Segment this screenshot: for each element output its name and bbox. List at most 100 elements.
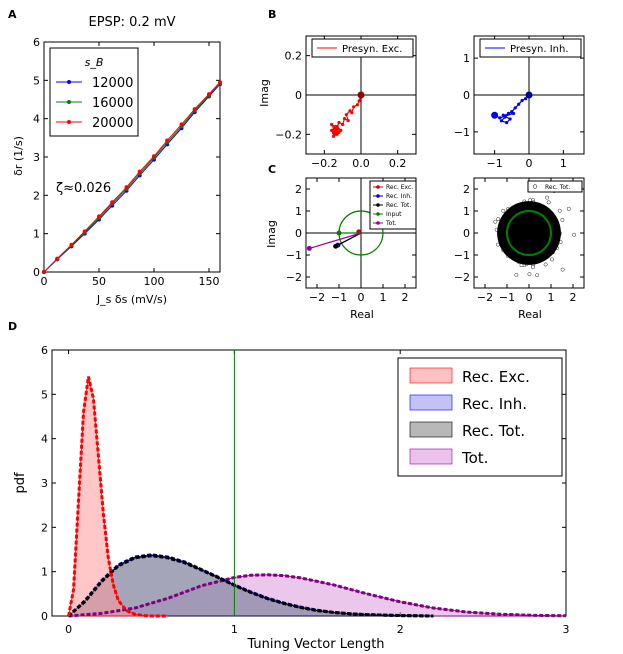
panel-b-inh-xtick-label: −1	[487, 157, 503, 170]
panel-label-d: D	[8, 320, 17, 333]
panel-a-legend-marker	[67, 100, 71, 104]
panel-b-exc-legend-label: Presyn. Exc.	[342, 44, 402, 55]
panel-c-right-cloud-point	[514, 272, 519, 277]
panel-d-xtick-label: 2	[397, 623, 404, 636]
panel-a-ytick-label: 0	[33, 266, 40, 279]
panel-c-left-vector-tip-4	[306, 245, 312, 251]
panel-c-right-ytick-label: −2	[454, 271, 470, 284]
panel-c-right-cloud-point	[566, 206, 571, 211]
panel-c-right-xtick-label: 0	[526, 291, 533, 304]
panel-a-legend-title: s_B	[85, 56, 104, 69]
panel-b-exc-trace-point	[330, 122, 334, 127]
panel-d-xtick-label: 1	[231, 623, 238, 636]
panel-a-point-20000	[82, 229, 87, 234]
panel-b-exc-xtick-label: 0.0	[352, 157, 370, 170]
panel-d-fit-curve-3	[68, 573, 567, 618]
panel-b-exc-trace-point	[342, 117, 347, 121]
panel-a-series-line-16000	[43, 83, 221, 273]
panel-c-left-vector-tip-3	[336, 230, 342, 236]
panel-c-left-xlabel: Real	[350, 308, 374, 321]
panel-d-legend-swatch	[409, 448, 453, 465]
panel-a-point-20000	[97, 214, 101, 219]
panel-c-right-cloud-point	[545, 195, 550, 200]
panel-b-exc-trace-point	[341, 122, 345, 127]
panel-a-legend-label: 12000	[92, 76, 133, 91]
panel-d-ytick-label: 5	[41, 388, 48, 401]
panel-b-inh-trace-point	[520, 98, 524, 103]
panel-c-left-xtick-label: −1	[331, 291, 347, 304]
panel-c-left-ytick-label: 0	[295, 227, 302, 240]
panel-a-annotation: ζ≈0.026	[56, 181, 111, 196]
panel-a-xtick-label: 150	[199, 275, 220, 288]
panel-b-inh-ytick-label: −1	[454, 126, 470, 139]
panel-d-ytick-label: 2	[41, 521, 48, 534]
panel-label-c: C	[268, 163, 276, 176]
panel-d-fit-curve-0	[67, 376, 169, 618]
panel-b-inh-legend-box	[479, 38, 582, 58]
panel-b-inh-trace-point	[513, 106, 517, 110]
panel-c-right-ytick-label: 1	[463, 205, 470, 218]
panel-c-right-xtick-label: 2	[570, 291, 577, 304]
panel-a-series-line-12000	[43, 83, 221, 273]
panel-b-exc-trace-point	[344, 113, 348, 117]
panel-d-legend-swatch	[409, 367, 453, 384]
panel-c-vectors-chart: Imag Real −2 −1 0 1 2 2 1 0 −1 −2 Rec. Exc. Rec. In…	[265, 177, 417, 321]
panel-a-ylabel: δr (1/s)	[12, 136, 25, 176]
panel-c-right-xtick-label: −2	[477, 291, 493, 304]
panel-c-left-vector-tip-2	[333, 243, 339, 249]
panel-c-left-legend-label: Input	[386, 211, 402, 218]
panel-c-right-cloud-point	[535, 273, 540, 278]
panel-b-exc-trace-point	[355, 103, 359, 107]
panel-d-ylabel: pdf	[13, 472, 28, 494]
panel-c-left-xtick-label: 1	[380, 291, 387, 304]
panel-b-inh-trace-point	[499, 119, 504, 123]
panel-a-legend-label: 20000	[92, 116, 133, 131]
panel-a-xtick-label: 100	[144, 275, 165, 288]
panel-b-exc-origin-marker	[357, 91, 365, 99]
panel-b-exc-ytick-label: −0.2	[275, 128, 302, 141]
panel-c-left-legend-marker	[376, 221, 380, 225]
panel-d-xlabel: Tuning Vector Length	[246, 637, 384, 652]
panel-c-right-ytick-label: 0	[463, 227, 470, 240]
panel-b-inh-trace-point	[501, 113, 505, 117]
panel-c-right-legend-box	[527, 180, 583, 193]
panel-b-inh-trace-point	[498, 116, 502, 120]
panel-label-b: B	[268, 8, 276, 21]
panel-c-right-ytick-label: −1	[454, 249, 470, 262]
panel-b-exc-trace-point	[348, 109, 352, 113]
panel-a-point-20000	[165, 138, 170, 143]
panel-c-right-cloud-point	[560, 267, 565, 272]
panel-c-right-cloud-point	[527, 272, 532, 277]
panel-b-exc-trace-point	[346, 118, 350, 123]
panel-b-exc-xtick-label: 0.2	[389, 157, 407, 170]
panel-c-right-unit-circle	[506, 210, 552, 256]
panel-b-inh-origin-marker	[525, 91, 533, 99]
panel-a-point-20000	[110, 200, 115, 205]
panel-c-right-xtick-label: −1	[499, 291, 515, 304]
panel-d-ytick-label: 6	[41, 344, 48, 357]
panel-d-legend-label: Rec. Tot.	[462, 422, 525, 440]
panel-c-right-cloud-point	[560, 217, 565, 222]
panel-d-legend-label: Rec. Exc.	[462, 368, 530, 386]
panel-b-ylabel: Imag	[258, 79, 271, 107]
panel-c-left-legend-label: Rec. Exc.	[386, 184, 413, 191]
panel-a-ytick-label: 6	[33, 36, 40, 49]
panel-c-ylabel: Imag	[265, 220, 278, 248]
panel-a-point-20000	[55, 256, 60, 261]
panel-d-legend-swatch	[409, 421, 453, 438]
panel-c-left-legend-marker	[376, 203, 380, 207]
panel-c-right-xlabel: Real	[518, 308, 542, 321]
panel-b-exc-legend-box	[311, 38, 414, 58]
panel-a-title: EPSP: 0.2 mV	[88, 15, 175, 30]
panel-b-inh-ytick-label: 1	[463, 52, 470, 65]
panel-label-a: A	[8, 8, 17, 21]
panel-b-inh-trace-point	[508, 117, 512, 121]
panel-c-left-ytick-label: 1	[295, 205, 302, 218]
panel-a-xtick-label: 0	[41, 275, 48, 288]
panel-c-right-cloud-point	[550, 257, 554, 262]
panel-d-legend-label: Tot.	[461, 449, 488, 467]
panel-b-exc-trace-point	[337, 120, 341, 125]
panel-b-exc-trace-point	[357, 99, 361, 103]
panel-b-inh-trace-point	[505, 121, 509, 125]
